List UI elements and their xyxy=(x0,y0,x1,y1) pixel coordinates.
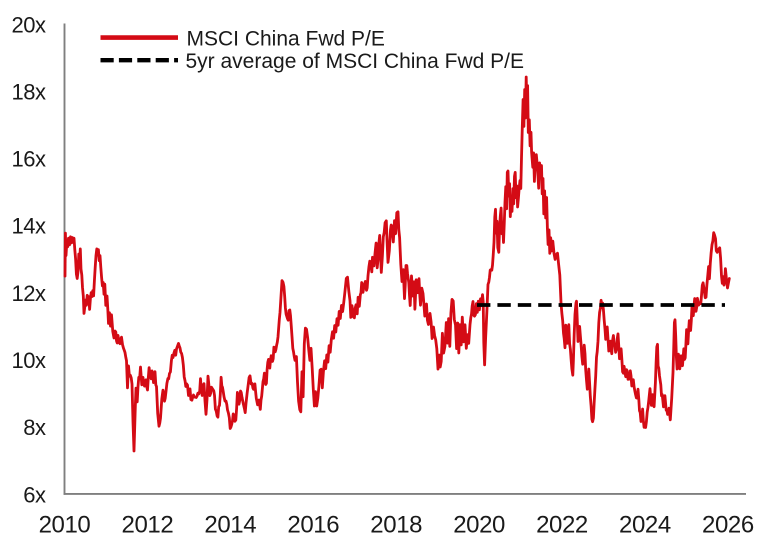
svg-text:10x: 10x xyxy=(12,348,46,373)
svg-text:2016: 2016 xyxy=(287,512,339,539)
svg-text:2012: 2012 xyxy=(122,512,174,539)
svg-text:6x: 6x xyxy=(23,482,46,507)
svg-text:5yr average of MSCI China Fwd: 5yr average of MSCI China Fwd P/E xyxy=(186,50,524,73)
svg-text:12x: 12x xyxy=(12,281,46,306)
svg-text:18x: 18x xyxy=(12,79,46,104)
svg-text:2020: 2020 xyxy=(453,512,505,539)
svg-text:20x: 20x xyxy=(12,12,46,37)
svg-text:2022: 2022 xyxy=(536,512,588,539)
svg-text:MSCI China Fwd P/E: MSCI China Fwd P/E xyxy=(187,28,385,51)
svg-text:14x: 14x xyxy=(12,214,46,239)
svg-text:16x: 16x xyxy=(12,147,46,172)
svg-text:8x: 8x xyxy=(23,415,46,440)
svg-text:2010: 2010 xyxy=(39,512,91,539)
svg-text:2026: 2026 xyxy=(702,512,754,539)
svg-text:2014: 2014 xyxy=(204,512,256,539)
svg-text:2018: 2018 xyxy=(370,512,422,539)
svg-text:2024: 2024 xyxy=(619,512,671,539)
